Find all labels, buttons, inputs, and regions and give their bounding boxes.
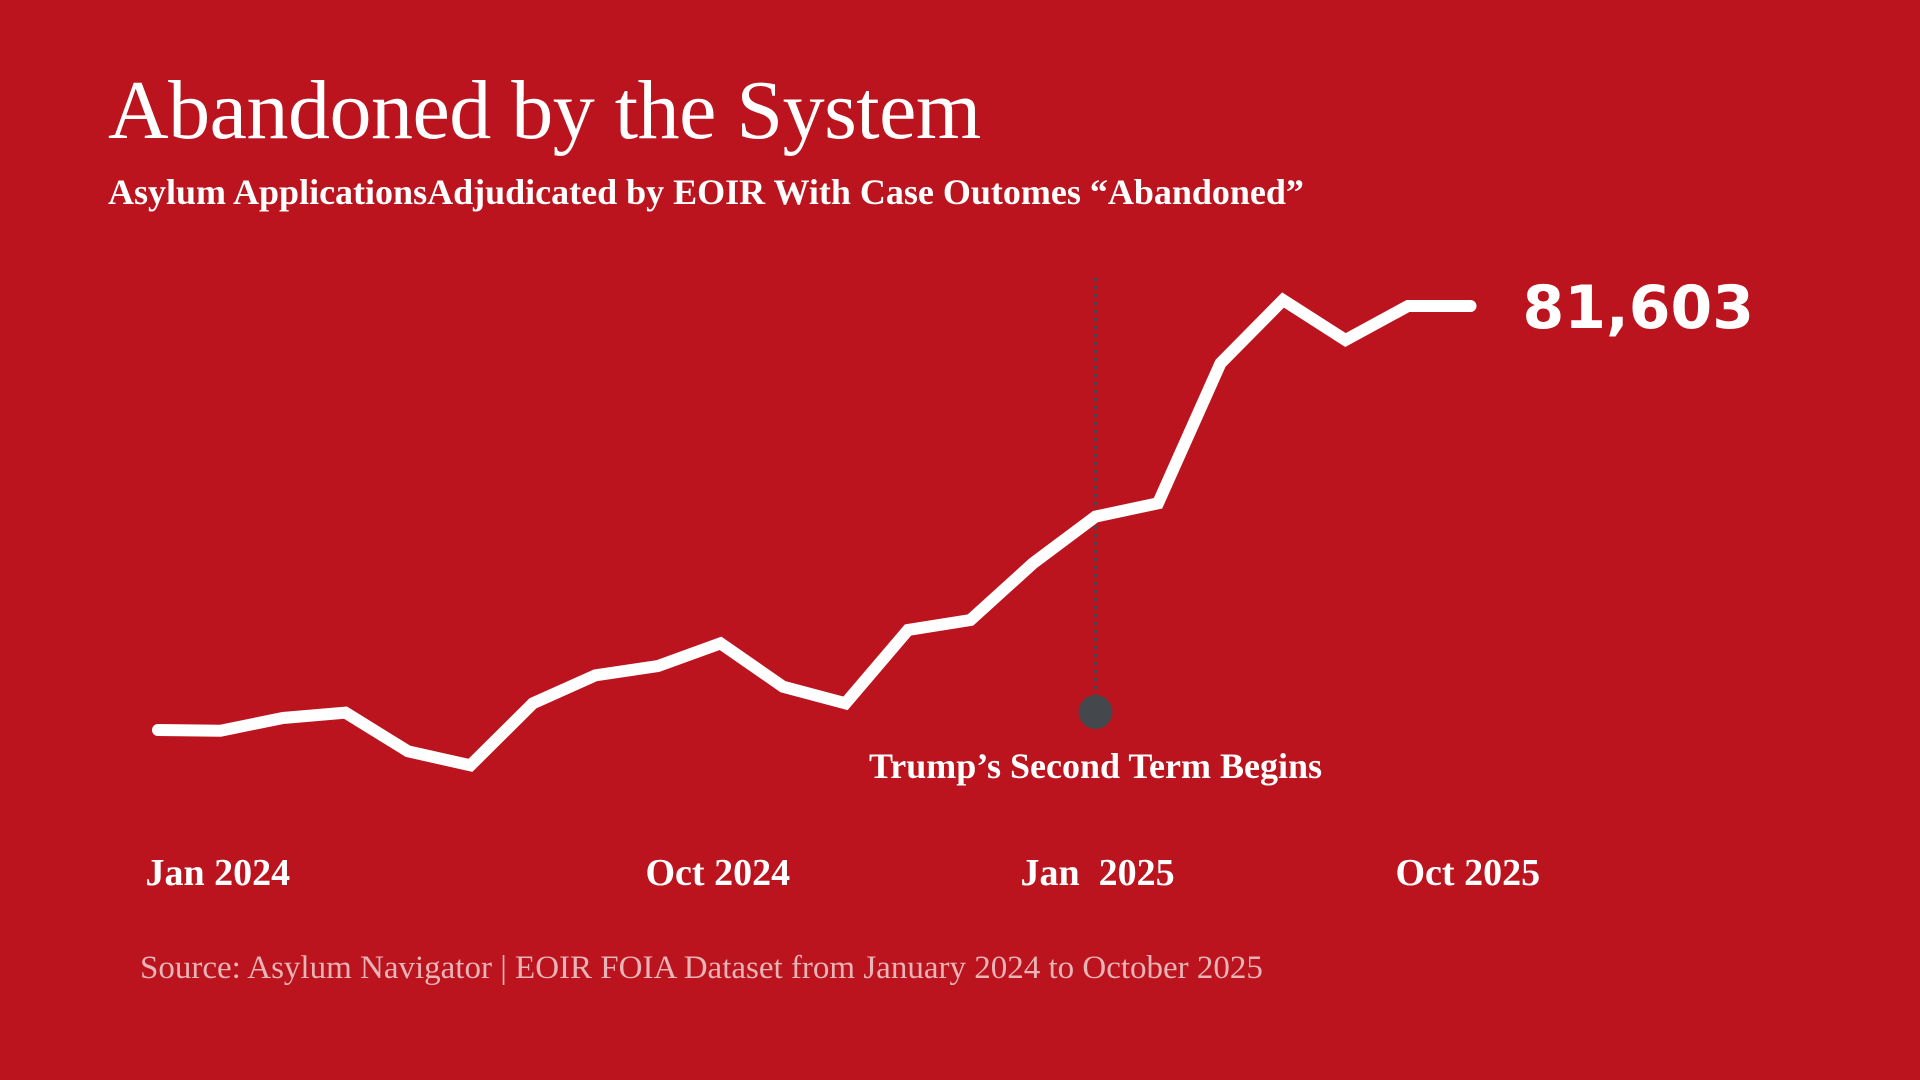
series-line: [152, 292, 1477, 772]
x-tick-label: Jan 2024: [146, 852, 291, 894]
x-tick-label: Oct 2025: [1396, 852, 1541, 894]
annotation-label: Trump’s Second Term Begins: [869, 746, 1322, 786]
annotation-marker: [1078, 695, 1113, 729]
x-tick-label: Jan 2025: [1021, 852, 1175, 894]
chart-title: Abandoned by the System: [108, 64, 981, 157]
source-note: Source: Asylum Navigator | EOIR FOIA Dat…: [140, 950, 1263, 986]
chart-subtitle: Asylum ApplicationsAdjudicated by EOIR W…: [108, 172, 1304, 212]
end-value-label: 81,603: [1523, 273, 1755, 343]
x-tick-label: Oct 2024: [646, 852, 791, 894]
